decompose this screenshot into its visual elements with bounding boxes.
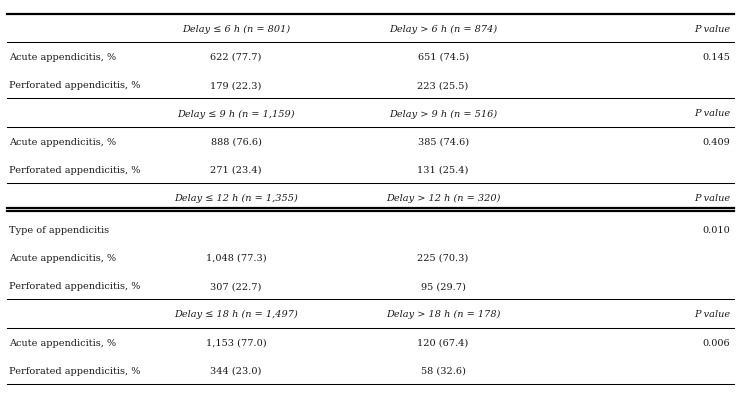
- Text: Perforated appendicitis, %: Perforated appendicitis, %: [9, 166, 140, 175]
- Text: P value: P value: [694, 24, 730, 34]
- Text: 179 (22.3): 179 (22.3): [210, 81, 262, 90]
- Text: 1,048 (77.3): 1,048 (77.3): [206, 254, 267, 263]
- Text: 0.145: 0.145: [702, 53, 730, 62]
- Text: 271 (23.4): 271 (23.4): [210, 166, 262, 175]
- Text: P value: P value: [694, 109, 730, 118]
- Text: 131 (25.4): 131 (25.4): [417, 166, 469, 175]
- Text: Type of appendicitis: Type of appendicitis: [9, 226, 109, 235]
- Text: Delay > 9 h (n = 516): Delay > 9 h (n = 516): [389, 109, 497, 118]
- Text: 0.010: 0.010: [702, 226, 730, 235]
- Text: 0.409: 0.409: [702, 138, 730, 147]
- Text: 120 (67.4): 120 (67.4): [417, 339, 469, 348]
- Text: Delay ≤ 18 h (n = 1,497): Delay ≤ 18 h (n = 1,497): [174, 310, 298, 320]
- Text: Perforated appendicitis, %: Perforated appendicitis, %: [9, 282, 140, 291]
- Text: 0.006: 0.006: [702, 339, 730, 348]
- Text: Delay > 6 h (n = 874): Delay > 6 h (n = 874): [389, 24, 497, 34]
- Text: Delay ≤ 6 h (n = 801): Delay ≤ 6 h (n = 801): [182, 24, 290, 34]
- Text: 1,153 (77.0): 1,153 (77.0): [206, 339, 267, 348]
- Text: 622 (77.7): 622 (77.7): [210, 53, 262, 62]
- Text: P value: P value: [694, 194, 730, 203]
- Text: Delay > 12 h (n = 320): Delay > 12 h (n = 320): [386, 194, 500, 203]
- Text: Acute appendicitis, %: Acute appendicitis, %: [9, 339, 116, 348]
- Text: 888 (76.6): 888 (76.6): [210, 138, 262, 147]
- Text: Acute appendicitis, %: Acute appendicitis, %: [9, 138, 116, 147]
- Text: 307 (22.7): 307 (22.7): [210, 282, 262, 291]
- Text: P value: P value: [694, 310, 730, 319]
- Text: Delay > 18 h (n = 178): Delay > 18 h (n = 178): [386, 310, 500, 320]
- Text: 385 (74.6): 385 (74.6): [418, 138, 468, 147]
- Text: Delay ≤ 12 h (n = 1,355): Delay ≤ 12 h (n = 1,355): [174, 194, 298, 203]
- Text: Acute appendicitis, %: Acute appendicitis, %: [9, 254, 116, 263]
- Text: Perforated appendicitis, %: Perforated appendicitis, %: [9, 81, 140, 90]
- Text: Acute appendicitis, %: Acute appendicitis, %: [9, 53, 116, 62]
- Text: 223 (25.5): 223 (25.5): [417, 81, 469, 90]
- Text: Perforated appendicitis, %: Perforated appendicitis, %: [9, 367, 140, 376]
- Text: 58 (32.6): 58 (32.6): [421, 367, 465, 376]
- Text: 344 (23.0): 344 (23.0): [210, 367, 262, 376]
- Text: Delay ≤ 9 h (n = 1,159): Delay ≤ 9 h (n = 1,159): [177, 109, 295, 118]
- Text: 651 (74.5): 651 (74.5): [418, 53, 468, 62]
- Text: 225 (70.3): 225 (70.3): [417, 254, 469, 263]
- Text: 95 (29.7): 95 (29.7): [421, 282, 465, 291]
